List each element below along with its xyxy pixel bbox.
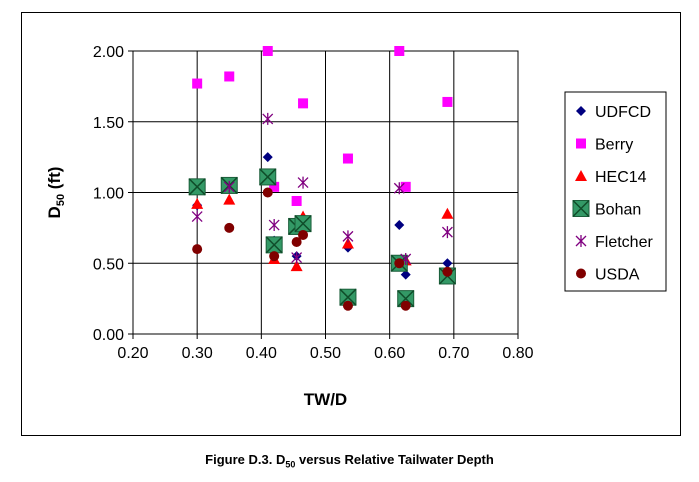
scatter-chart: 0.20 0.30 0.40 0.50 0.60 0.70 0.80 0.00 0.50 1.00…	[45, 44, 667, 409]
data-point	[291, 237, 302, 248]
data-point	[192, 244, 203, 255]
data-point	[262, 46, 273, 56]
data-point	[298, 98, 309, 109]
legend-entry-fletcher: Fletcher	[575, 234, 653, 251]
series-usda	[192, 187, 453, 311]
y-axis-title: D50 (ft)	[45, 167, 67, 219]
legend-marker	[575, 170, 587, 181]
legend-label: UDFCD	[595, 104, 651, 121]
legend-marker	[576, 268, 586, 279]
y-tick-label: 2.00	[93, 44, 124, 61]
chart-frame: 0.20 0.30 0.40 0.50 0.60 0.70 0.80 0.00 0.50 1.00…	[21, 12, 681, 436]
x-axis-title: TW/D	[304, 390, 347, 409]
legend-entry-hec14: HEC14	[575, 169, 647, 186]
data-point	[442, 266, 453, 277]
y-tick-label: 0.00	[93, 327, 124, 344]
y-axis-title-unit: (ft)	[45, 167, 64, 194]
data-point	[393, 182, 405, 195]
data-point	[224, 222, 235, 233]
y-tick-label: 0.50	[93, 256, 124, 273]
x-tick-label: 0.80	[502, 345, 533, 362]
legend-marker	[575, 235, 587, 247]
legend-label: USDA	[595, 267, 640, 284]
data-point	[291, 195, 302, 206]
data-point	[223, 180, 235, 193]
data-point	[262, 187, 273, 198]
data-point	[192, 78, 203, 89]
x-tick-label: 0.20	[117, 345, 148, 362]
data-point	[442, 258, 453, 269]
data-point	[224, 71, 235, 82]
data-point	[394, 220, 405, 231]
data-point	[297, 176, 309, 189]
data-point	[191, 197, 204, 209]
data-point	[223, 193, 236, 205]
data-point	[188, 178, 206, 196]
data-point	[298, 229, 309, 240]
data-point	[394, 258, 405, 269]
x-tick-label: 0.60	[374, 345, 405, 362]
data-point	[259, 168, 277, 186]
caption-suffix: versus Relative Tailwater Depth	[295, 452, 494, 467]
y-axis-title-subscript: 50	[55, 194, 67, 206]
data-point	[400, 269, 411, 280]
legend-box	[564, 91, 667, 292]
data-point	[290, 260, 303, 272]
tick-labels: 0.20 0.30 0.40 0.50 0.60 0.70 0.80 0.00 0.50 1.00…	[93, 44, 534, 362]
legend-label: HEC14	[595, 169, 647, 186]
data-point	[342, 153, 353, 164]
series-fletcher	[191, 112, 453, 266]
caption-subscript: 50	[285, 459, 296, 470]
data-point	[342, 300, 353, 311]
legend-entry-bohan: Bohan	[572, 199, 641, 219]
x-tick-label: 0.70	[438, 345, 469, 362]
data-point	[262, 112, 274, 125]
data-point	[269, 251, 280, 262]
legend-marker	[576, 138, 586, 149]
data-point	[441, 226, 453, 239]
y-tick-label: 1.00	[93, 186, 124, 203]
legend-entry-usda: USDA	[576, 267, 640, 284]
data-point	[341, 237, 354, 249]
legend-marker	[572, 199, 590, 218]
legend: UDFCD Berry HEC14 Bohan Fletcher USDA	[564, 91, 667, 292]
legend-entry-berry: Berry	[576, 137, 633, 154]
legend-label: Fletcher	[595, 234, 653, 251]
series-udfcd	[192, 152, 453, 280]
data-point	[291, 251, 303, 264]
data-point	[269, 181, 280, 192]
x-tick-label: 0.50	[310, 345, 341, 362]
data-point	[294, 215, 312, 233]
legend-entry-udfcd: UDFCD	[576, 104, 651, 121]
legend-marker	[576, 106, 586, 116]
figure-caption: Figure D.3. D50 versus Relative Tailwate…	[0, 452, 699, 470]
data-point	[262, 152, 273, 163]
y-tick-label: 1.50	[93, 115, 124, 132]
data-point	[400, 300, 411, 311]
data-point	[441, 207, 454, 219]
series-berry	[192, 46, 453, 206]
data-point	[268, 219, 280, 232]
x-tick-label: 0.30	[182, 345, 213, 362]
data-point	[339, 288, 357, 306]
data-point	[265, 236, 283, 254]
data-point	[400, 181, 411, 192]
legend-label: Bohan	[595, 202, 641, 219]
data-point	[442, 96, 453, 107]
legend-label: Berry	[595, 137, 633, 154]
data-point	[342, 230, 354, 243]
data-point	[394, 46, 405, 56]
x-tick-label: 0.40	[246, 345, 277, 362]
data-points	[188, 46, 456, 311]
y-axis-title-main: D	[45, 206, 64, 218]
caption-prefix: Figure D.3. D	[205, 452, 286, 467]
data-point	[191, 210, 203, 223]
